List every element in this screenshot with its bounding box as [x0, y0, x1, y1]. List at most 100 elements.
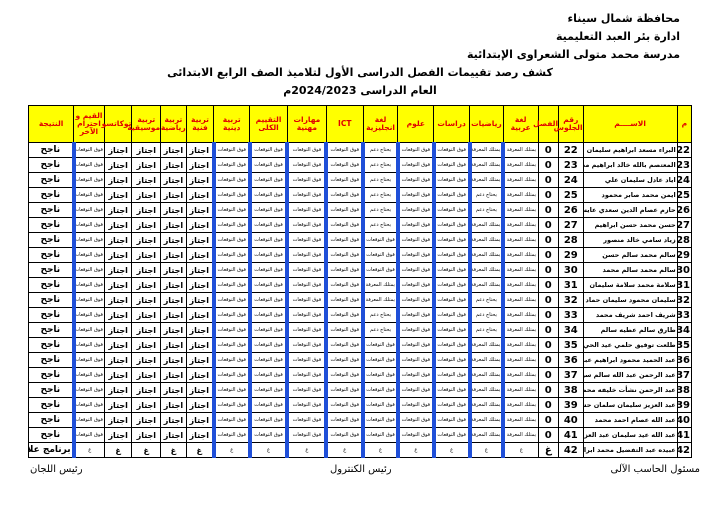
cell: ايمن محمد صابر محمود	[582, 187, 678, 203]
cell: اجتاز	[131, 322, 162, 338]
cell: فوق التوقعات	[395, 202, 435, 218]
cell: فوق التوقعات	[324, 172, 364, 188]
cell: اجتاز	[185, 247, 215, 263]
cell: عبيده عبد التفضيل محمد ابراهيم	[582, 442, 678, 458]
cell: غ	[467, 442, 504, 458]
cell: ناجح	[27, 307, 75, 323]
cell: اجتاز	[160, 247, 187, 263]
cell: فوق التوقعات	[211, 352, 251, 368]
cell: 0	[537, 292, 560, 308]
governorate: محافظة شمال سيناء	[567, 12, 680, 25]
cell: 0	[537, 247, 560, 263]
cell: غ	[361, 442, 399, 458]
cell: فوق التوقعات	[431, 232, 471, 248]
cell: فوق التوقعات	[431, 397, 471, 413]
cell: يمتلك المعرفة	[467, 397, 504, 413]
cell: اجتاز	[185, 352, 215, 368]
cell: فوق التوقعات	[324, 142, 364, 158]
cell: ناجح	[27, 322, 75, 338]
student-row: 29 سالم محمد سالم حسن 29 0 يمتلك المعرفة يمتل…	[27, 247, 693, 263]
cell: 35	[558, 337, 584, 353]
cell: اجتاز	[185, 322, 215, 338]
cell: فوق التوقعات	[431, 382, 471, 398]
cell: ناجح	[27, 232, 75, 248]
cell: فوق التوقعات	[285, 367, 327, 383]
column-header: تربية رياضية	[160, 105, 187, 143]
column-header: القيم و احترام الآخر	[73, 105, 105, 143]
cell: اجتاز	[103, 412, 133, 428]
signature: رئيس اللجان	[30, 464, 83, 475]
cell: 0	[537, 307, 560, 323]
cell: اجتاز	[160, 142, 187, 158]
cell: اجتاز	[185, 157, 215, 173]
cell: فوق التوقعات	[324, 427, 364, 443]
cell: فوق التوقعات	[361, 262, 399, 278]
cell: سالم محمد سالم حسن	[582, 247, 678, 263]
cell: البراء مسعد ابراهيم سليمان	[582, 142, 678, 158]
cell: فوق التوقعات	[247, 352, 288, 368]
cell: 0	[537, 277, 560, 293]
cell: عبد العزيز سليمان سلمان حسن حسين	[582, 397, 678, 413]
cell: فوق التوقعات	[361, 337, 399, 353]
cell: يمتلك المعرفة	[467, 337, 504, 353]
cell: طلعت توفيق حلمي عيد الحي	[582, 337, 678, 353]
student-row: 22 البراء مسعد ابراهيم سليمان 22 0 يمتلك الم…	[27, 142, 693, 158]
cell: اجتاز	[131, 367, 162, 383]
cell: يحتاج دعم	[467, 322, 504, 338]
cell: يمتلك المعرفة	[501, 397, 539, 413]
cell: 27	[558, 217, 584, 233]
cell: فوق التوقعات	[285, 172, 327, 188]
cell: فوق التوقعات	[285, 262, 327, 278]
cell: فوق التوقعات	[247, 217, 288, 233]
cell: اجتاز	[131, 352, 162, 368]
cell: 0	[537, 427, 560, 443]
cell: فوق التوقعات	[324, 217, 364, 233]
cell: غ	[185, 442, 215, 458]
cell: 36	[676, 352, 693, 368]
student-row: 40 عبد الله عصام احمد محمد 40 0 يمتلك المعرف…	[27, 412, 693, 428]
cell: 28	[558, 232, 584, 248]
cell: اجتاز	[131, 382, 162, 398]
cell: فوق التوقعات	[285, 187, 327, 203]
cell: فوق التوقعات	[211, 187, 251, 203]
cell: يمتلك المعرفة	[467, 217, 504, 233]
cell: يمتلك المعرفة	[467, 427, 504, 443]
cell: 38	[558, 382, 584, 398]
cell: يحتاج دعم	[467, 187, 504, 203]
cell: 33	[558, 307, 584, 323]
cell: يمتلك المعرفة	[467, 172, 504, 188]
cell: عبد الله عيد سليمان عبد العزيز	[582, 427, 678, 443]
cell: 39	[558, 397, 584, 413]
column-header: مهارات مهنية	[286, 105, 327, 143]
cell: فوق التوقعات	[431, 412, 471, 428]
cell: برنامج علاجي	[27, 442, 75, 458]
cell: يمتلك المعرفة	[467, 232, 504, 248]
cell: فوق التوقعات	[395, 382, 435, 398]
cell: اجتاز	[160, 262, 187, 278]
cell: 33	[676, 307, 693, 323]
cell: اجتاز	[103, 202, 133, 218]
cell: يمتلك المعرفة	[501, 277, 539, 293]
cell: فوق التوقعات	[71, 187, 105, 203]
cell: غ	[324, 442, 364, 458]
cell: فوق التوقعات	[324, 292, 364, 308]
cell: اجتاز	[131, 217, 162, 233]
cell: طارق سالم عطيه سالم	[582, 322, 678, 338]
cell: فوق التوقعات	[71, 397, 105, 413]
cell: غ	[247, 442, 288, 458]
cell: اجتاز	[103, 337, 133, 353]
cell: فوق التوقعات	[285, 292, 327, 308]
cell: عبد الرحمن عبد الله سالم سويلم	[582, 367, 678, 383]
student-row: 27 حسن محمد حسن ابراهيم 27 0 يمتلك المعرفة يم…	[27, 217, 693, 233]
column-header: لغة انجليزية	[362, 105, 399, 143]
cell: 0	[537, 337, 560, 353]
cell: فوق التوقعات	[285, 352, 327, 368]
cell: فوق التوقعات	[361, 382, 399, 398]
cell: اجتاز	[160, 307, 187, 323]
cell: فوق التوقعات	[395, 217, 435, 233]
cell: فوق التوقعات	[431, 367, 471, 383]
cell: فوق التوقعات	[395, 307, 435, 323]
cell: فوق التوقعات	[395, 337, 435, 353]
cell: 31	[558, 277, 584, 293]
